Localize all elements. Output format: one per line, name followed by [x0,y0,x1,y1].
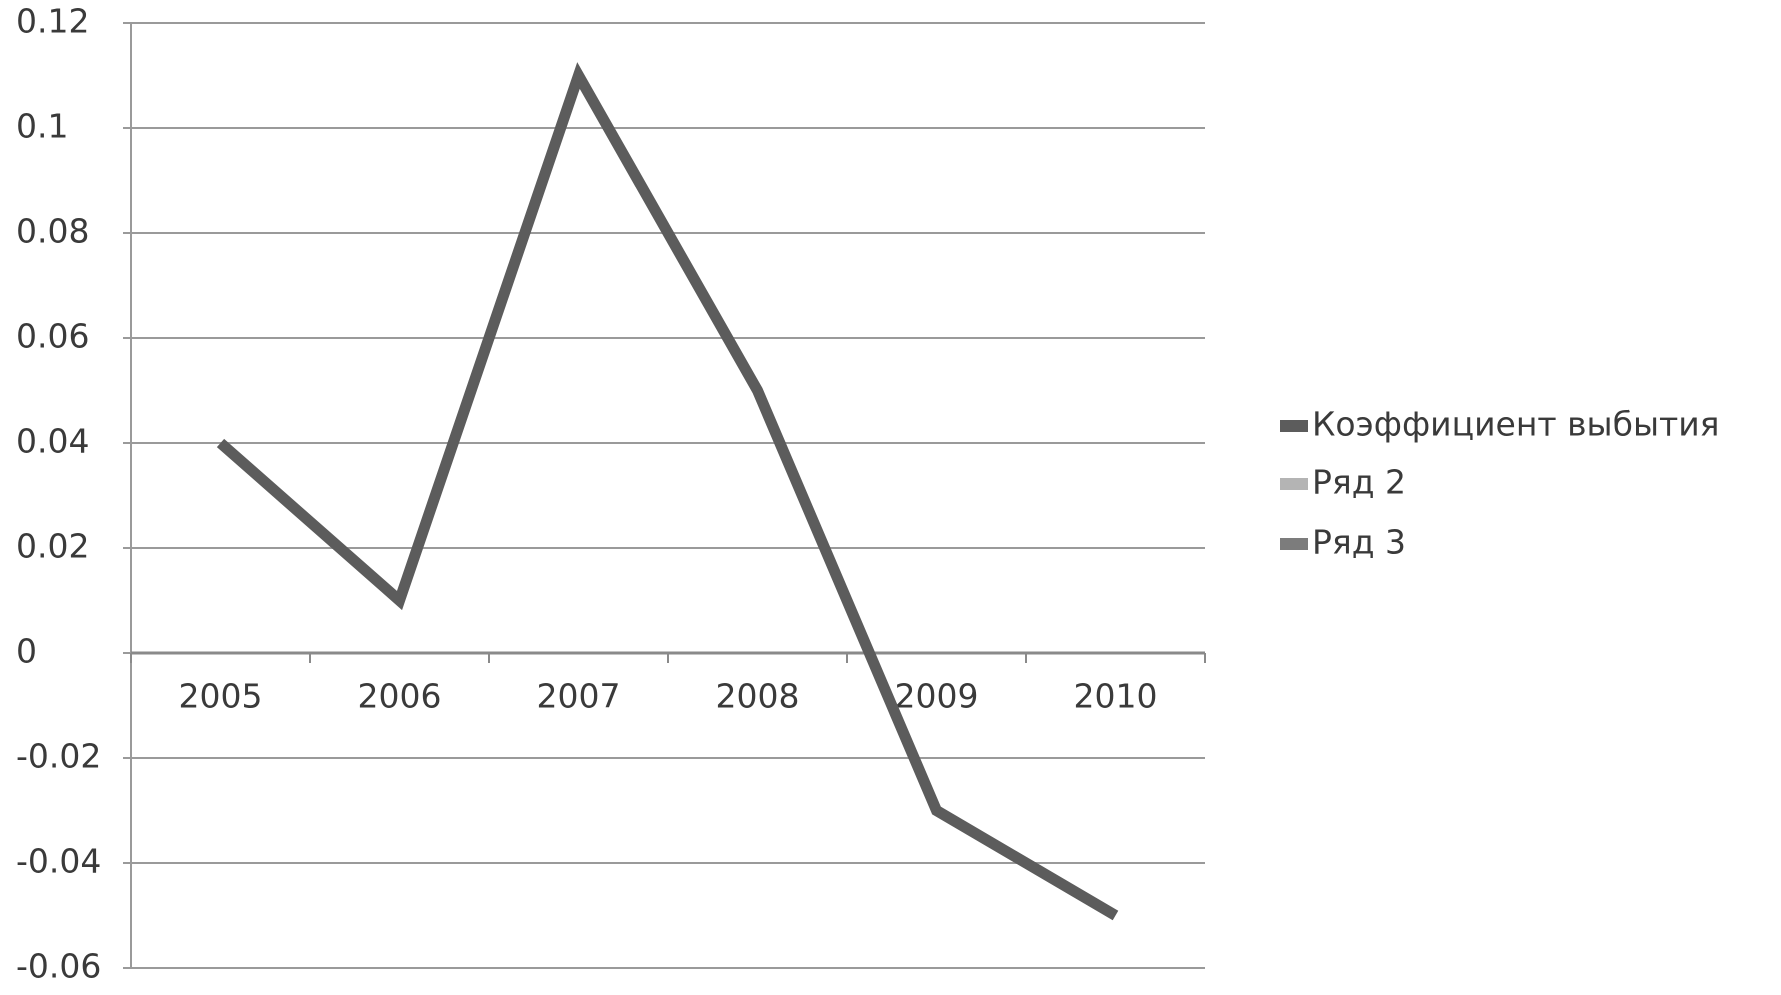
x-tick-label: 2008 [716,677,800,716]
legend-swatch [1280,478,1308,490]
y-tick-label: 0.08 [16,212,89,251]
x-tick-label: 2009 [895,677,979,716]
y-tick-label: 0.06 [16,317,89,356]
y-tick-label: 0.04 [16,422,89,461]
legend-label: Коэффициент выбытия [1312,405,1720,444]
legend-swatch [1280,538,1308,550]
x-tick-label: 2010 [1074,677,1158,716]
y-tick-label: -0.04 [16,842,101,881]
x-tick-label: 2005 [179,677,263,716]
series-line [216,62,1119,921]
y-tick-label: 0.12 [16,2,89,41]
x-tick-label: 2006 [358,677,442,716]
legend-label: Ряд 3 [1312,523,1406,562]
legend-swatch [1280,420,1308,432]
y-tick-label: 0 [16,632,37,671]
y-tick-label: 0.1 [16,107,68,146]
x-tick-label: 2007 [537,677,621,716]
legend-label: Ряд 2 [1312,463,1406,502]
y-tick-label: -0.06 [16,947,101,986]
y-tick-label: -0.02 [16,737,101,776]
y-tick-label: 0.02 [16,527,89,566]
